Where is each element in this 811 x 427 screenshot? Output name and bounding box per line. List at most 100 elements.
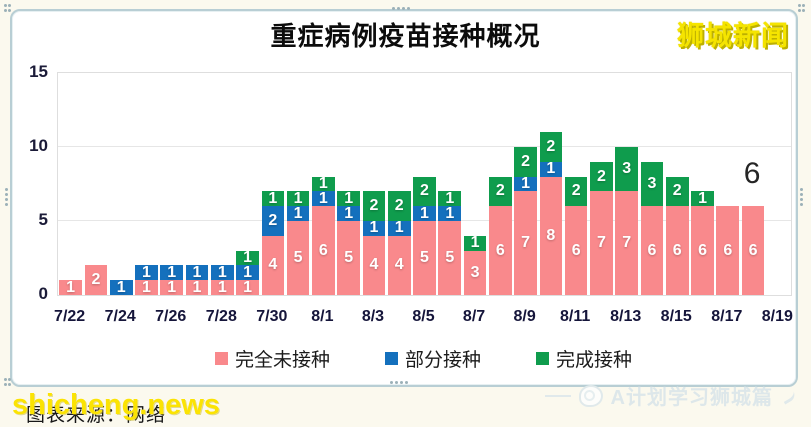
bar-value-label: 2 bbox=[268, 212, 278, 230]
bar-value-label: 1 bbox=[142, 263, 151, 281]
resize-handle-top-right-icon[interactable] bbox=[798, 4, 806, 12]
shicheng-news-url-watermark: shicheng.news bbox=[12, 389, 220, 421]
image-source-caption: 图表来源：网络 bbox=[26, 405, 167, 426]
bar-value-label: 6 bbox=[723, 241, 733, 259]
bar-value-label: 1 bbox=[243, 249, 252, 266]
bar-segment-7/29-series1: 1 bbox=[236, 263, 259, 281]
shicheng-news-watermark: 狮城新闻 bbox=[677, 21, 789, 51]
bar-segment-8/4-series2: 2 bbox=[387, 191, 411, 221]
bar-value-label: 1 bbox=[243, 263, 252, 281]
bar-segment-8/15-series2: 2 bbox=[665, 176, 689, 207]
x-tick-8/5: 8/5 bbox=[412, 308, 435, 325]
bar-value-label: 6 bbox=[647, 241, 657, 259]
bar-segment-7/28-series1: 1 bbox=[210, 264, 234, 280]
bar-segment-7/24-series1: 1 bbox=[109, 278, 133, 296]
x-tick-8/9: 8/9 bbox=[513, 308, 536, 325]
bar-segment-8/11-series2: 2 bbox=[564, 176, 588, 207]
bar-segment-8/14-series2: 3 bbox=[640, 161, 664, 207]
bar-segment-8/8-series0: 6 bbox=[488, 206, 512, 295]
bar-segment-8/11-series0: 6 bbox=[564, 206, 588, 295]
bar-value-label: 8 bbox=[546, 226, 556, 244]
legend-swatch-unvaccinated bbox=[214, 352, 228, 365]
x-tick-7/26: 7/26 bbox=[155, 308, 187, 325]
bar-value-label: 2 bbox=[571, 182, 581, 200]
bar-value-label: 6 bbox=[495, 241, 505, 259]
channel-logo-icon bbox=[578, 384, 603, 407]
y-tick-10: 10 bbox=[29, 136, 48, 155]
bar-value-label: 1 bbox=[318, 189, 328, 207]
resize-handle-right-center-icon[interactable] bbox=[800, 188, 803, 206]
x-tick-7/28: 7/28 bbox=[205, 308, 237, 325]
bar-value-label: 4 bbox=[268, 256, 278, 274]
bar-value-label: 4 bbox=[394, 256, 404, 274]
bar-segment-8/1-series2: 1 bbox=[312, 175, 335, 192]
x-tick-7/22: 7/22 bbox=[54, 308, 86, 325]
legend-swatch-full bbox=[536, 352, 549, 365]
bar-segment-7/25-series1: 1 bbox=[135, 263, 158, 281]
bar-segment-8/1-series0: 6 bbox=[312, 206, 335, 295]
x-tick-8/1: 8/1 bbox=[311, 308, 334, 325]
resize-handle-left-center-icon[interactable] bbox=[5, 188, 8, 206]
bar-value-label: 1 bbox=[217, 278, 227, 296]
bar-value-label: 1 bbox=[344, 189, 354, 207]
bar-value-label: 3 bbox=[470, 263, 480, 281]
bar-segment-8/14-series0: 6 bbox=[640, 206, 664, 295]
bar-value-label: 1 bbox=[521, 175, 531, 192]
bar-value-label: 1 bbox=[116, 278, 126, 296]
resize-handle-bottom-left-icon[interactable] bbox=[4, 378, 12, 386]
bar-segment-7/31-series0: 5 bbox=[286, 221, 310, 295]
bar-segment-8/6-series0: 5 bbox=[438, 221, 462, 295]
last-value-annotation: 6 bbox=[743, 157, 761, 190]
bar-value-label: 1 bbox=[318, 175, 328, 192]
bar-segment-8/6-series2: 1 bbox=[438, 190, 462, 206]
bar-value-label: 2 bbox=[495, 182, 505, 200]
bar-value-label: 2 bbox=[546, 138, 556, 156]
bar-value-label: 2 bbox=[596, 167, 606, 185]
x-tick-7/30: 7/30 bbox=[256, 308, 288, 325]
bar-value-label: 1 bbox=[698, 189, 707, 207]
bar-value-label: 6 bbox=[318, 241, 328, 259]
bar-segment-7/22-series0: 1 bbox=[59, 279, 82, 295]
bar-value-label: 7 bbox=[622, 234, 632, 252]
bar-segment-7/29-series2: 1 bbox=[236, 249, 259, 266]
chart-title: 重症病例疫苗接种概况 bbox=[270, 21, 541, 51]
bar-value-label: 7 bbox=[596, 234, 606, 252]
legend-label-full: 完成接种 bbox=[556, 350, 633, 371]
bar-segment-8/4-series0: 4 bbox=[387, 235, 411, 295]
resize-handle-top-center-icon[interactable] bbox=[392, 7, 410, 10]
x-tick-8/3: 8/3 bbox=[361, 308, 385, 325]
bar-segment-8/7-series0: 3 bbox=[463, 250, 487, 295]
bar-segment-7/31-series2: 1 bbox=[286, 189, 310, 207]
bar-value-label: 1 bbox=[445, 204, 455, 222]
resize-handle-bottom-center-icon[interactable] bbox=[390, 381, 408, 384]
bar-value-label: 6 bbox=[672, 241, 682, 259]
bar-value-label: 1 bbox=[470, 234, 480, 252]
bar-value-label: 2 bbox=[521, 152, 531, 170]
x-tick-8/7: 8/7 bbox=[462, 308, 486, 325]
bar-value-label: 1 bbox=[293, 204, 303, 222]
legend-label-partial: 部分接种 bbox=[404, 350, 481, 371]
wing-flourish-icon bbox=[778, 386, 798, 405]
bar-segment-8/7-series2: 1 bbox=[463, 234, 487, 252]
bar-value-label: 1 bbox=[546, 160, 556, 178]
legend: 完全未接种 部分接种 完成接种 bbox=[57, 345, 790, 372]
bar-segment-8/10-series2: 2 bbox=[539, 132, 563, 162]
legend-label-unvaccinated: 完全未接种 bbox=[234, 350, 330, 371]
bar-segment-8/4-series1: 1 bbox=[387, 220, 411, 236]
bar-segment-8/3-series1: 1 bbox=[362, 219, 386, 237]
resize-handle-top-left-icon[interactable] bbox=[4, 4, 12, 12]
y-tick-5: 5 bbox=[38, 210, 48, 229]
bar-value-label: 5 bbox=[344, 249, 354, 266]
bar-value-label: 1 bbox=[293, 189, 303, 207]
bar-segment-8/12-series0: 7 bbox=[590, 191, 613, 295]
bar-segment-7/30-series1: 2 bbox=[261, 206, 285, 236]
bar-value-label: 5 bbox=[445, 249, 455, 266]
legend-item-partial: 部分接种 bbox=[384, 345, 481, 372]
bar-segment-8/2-series1: 1 bbox=[337, 205, 360, 221]
bar-segment-8/2-series0: 5 bbox=[337, 221, 360, 295]
x-tick-8/13: 8/13 bbox=[610, 308, 642, 325]
decorative-line bbox=[544, 394, 571, 397]
bar-segment-8/16-series2: 1 bbox=[691, 189, 714, 207]
bar-value-label: 1 bbox=[369, 219, 379, 237]
